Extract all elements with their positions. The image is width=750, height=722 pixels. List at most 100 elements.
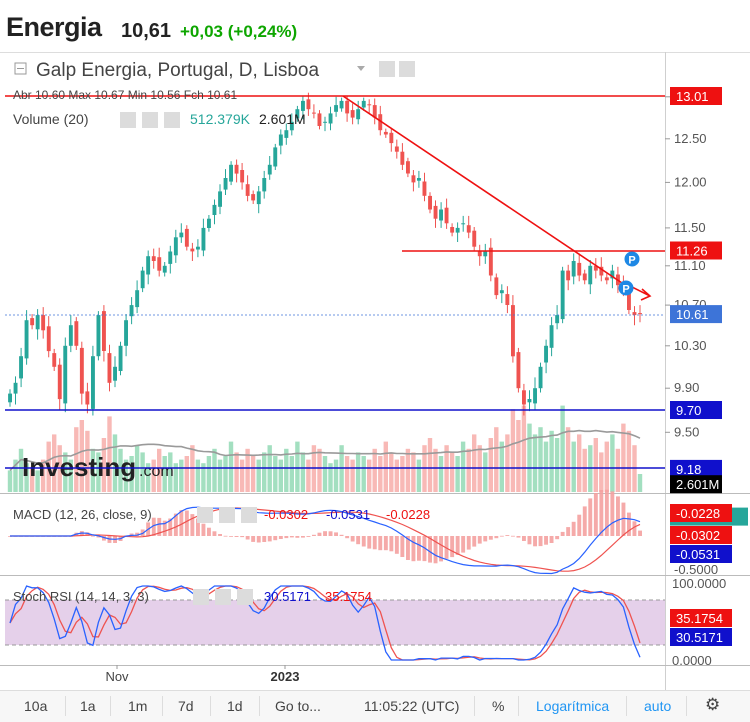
macd-histogram-bar [218, 534, 222, 536]
candle-body [262, 178, 267, 192]
gear-icon[interactable] [219, 507, 235, 523]
candle-body [383, 131, 388, 135]
candle-body [251, 194, 256, 201]
price-badge [670, 87, 722, 105]
go-to-button[interactable]: Go to... [275, 698, 321, 714]
p-marker[interactable] [618, 280, 634, 296]
price-chart[interactable]: Investing .com P P Galp Energia, Portuga… [0, 0, 750, 690]
macd-histogram-bar [394, 536, 399, 554]
toolbar-divider [162, 696, 163, 716]
range-1a[interactable]: 1a [80, 698, 96, 714]
p-marker-label: P [622, 284, 629, 296]
chevron-down-icon[interactable] [357, 66, 365, 71]
volume-bar [300, 452, 306, 492]
stoch-tick-label: 0.0000 [672, 653, 712, 668]
volume-bar [145, 463, 151, 492]
volume-bar [599, 452, 604, 492]
settings-gear-icon[interactable]: ⚙ [705, 695, 721, 714]
candle-body [627, 286, 631, 310]
candle-body [146, 256, 151, 275]
candle-body [516, 352, 521, 389]
clock-readout[interactable]: 11:05:22 (UTC) [364, 698, 460, 714]
p-marker[interactable] [624, 251, 640, 267]
stoch-axis: 100.0000 0.0000 35.1754 30.5171 [670, 576, 732, 668]
volume-bar [333, 459, 339, 492]
descending-trendline[interactable] [342, 95, 629, 288]
macd-histogram-bar [91, 535, 95, 537]
volume-bar [400, 456, 405, 492]
macd-histogram-bar [616, 496, 620, 536]
macd-histogram-bar [516, 536, 521, 538]
price-badge-label: 11.26 [676, 244, 708, 259]
candle-body [522, 390, 526, 405]
close-icon[interactable] [241, 507, 257, 523]
price-badge [670, 241, 722, 260]
chart-title[interactable]: Galp Energia, Portugal, D, Lisboa [36, 60, 319, 81]
macd-histogram-bar [632, 521, 637, 536]
candle-body [13, 382, 18, 394]
macd-tick-label: -0.5000 [674, 562, 718, 577]
macd-histogram-bar [328, 531, 333, 536]
collapse-icon[interactable] [14, 62, 27, 75]
volume-bar [505, 434, 510, 492]
log-scale-toggle[interactable]: Logarítmica [536, 698, 610, 714]
volume-bar [328, 463, 333, 492]
candle-body [577, 262, 582, 276]
macd-histogram-bar [323, 531, 327, 536]
macd-histogram-bar [356, 536, 361, 545]
volume-bar [637, 474, 643, 492]
gear-icon[interactable] [142, 112, 158, 128]
macd-histogram-bar [262, 536, 267, 542]
volume-bar [206, 456, 212, 492]
eye-icon[interactable] [379, 61, 395, 77]
volume-bar [195, 459, 201, 492]
candle-body [135, 290, 140, 308]
stoch-badge-label: 30.5171 [676, 630, 723, 645]
range-1m[interactable]: 1m [128, 698, 148, 714]
candle-body [538, 366, 543, 389]
volume-bar [35, 470, 40, 492]
volume-bar [250, 456, 256, 492]
eye-icon[interactable] [197, 507, 213, 523]
candle-body [8, 393, 12, 403]
gear-icon[interactable] [215, 589, 231, 605]
eye-icon[interactable] [193, 589, 209, 605]
macd-histogram-bar [527, 536, 532, 545]
volume-bar [52, 434, 57, 492]
volume-bar [610, 434, 615, 492]
candle-body [35, 315, 40, 330]
volume-bar [256, 459, 261, 492]
volume-bar [223, 456, 228, 492]
macd-histogram-bar [549, 536, 554, 543]
candle-body [505, 294, 510, 305]
range-10a[interactable]: 10a [24, 698, 48, 714]
candle-body [190, 248, 195, 252]
candle-body [63, 345, 68, 404]
volume-bar [46, 441, 51, 492]
macd-histogram-bar [301, 536, 305, 538]
macd-histogram-bar [466, 536, 471, 550]
close-icon[interactable] [237, 589, 253, 605]
candle-body [229, 164, 233, 182]
candle-body [428, 195, 432, 210]
toolbar-divider [686, 696, 687, 716]
candle-body [79, 347, 84, 394]
macd-histogram-bar [162, 520, 167, 536]
range-7d[interactable]: 7d [178, 698, 194, 714]
range-1d[interactable]: 1d [227, 698, 243, 714]
volume-bar [173, 463, 178, 492]
price-badge-label: 9.18 [676, 462, 701, 477]
eye-icon[interactable] [120, 112, 136, 128]
macd-histogram-bar [234, 536, 239, 537]
auto-scale-toggle[interactable]: auto [644, 698, 672, 714]
gear-icon[interactable] [399, 61, 415, 77]
price-tick-label: 10.30 [674, 338, 707, 353]
close-icon[interactable] [164, 112, 180, 128]
volume-bar [68, 459, 73, 492]
volume-bar [234, 452, 239, 492]
candle-body [345, 100, 350, 114]
volume-bar [262, 452, 267, 492]
toolbar-divider [626, 696, 627, 716]
percent-toggle[interactable]: % [492, 698, 505, 714]
